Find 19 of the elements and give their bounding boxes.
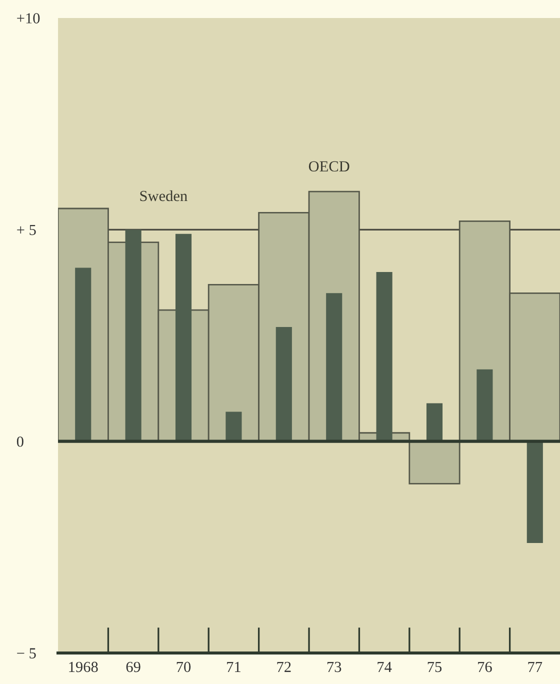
x-tick-label: 74 bbox=[378, 662, 392, 672]
y-tick-label: + 5 bbox=[17, 224, 36, 236]
x-tick-label: 71 bbox=[227, 662, 240, 672]
x-tick-label: 70 bbox=[176, 662, 191, 672]
y-tick-label: − 5 bbox=[17, 648, 36, 658]
y-tick-label: +10 bbox=[17, 13, 40, 24]
bar bbox=[408, 440, 460, 484]
bar bbox=[426, 403, 443, 442]
y-tick-label: 0 bbox=[16, 436, 24, 447]
bar bbox=[526, 441, 543, 543]
x-tick-label: 1968 bbox=[69, 662, 98, 672]
x-tick-label: 69 bbox=[126, 662, 140, 672]
x-tick-label: 77 bbox=[528, 662, 542, 672]
x-tick-label: 72 bbox=[277, 662, 291, 672]
x-tick-label: 73 bbox=[327, 662, 342, 672]
x-tick-label: 75 bbox=[428, 662, 442, 672]
series-label: OECD bbox=[308, 161, 350, 172]
series-label: Sweden bbox=[140, 190, 188, 202]
x-tick-label: 76 bbox=[478, 662, 492, 672]
